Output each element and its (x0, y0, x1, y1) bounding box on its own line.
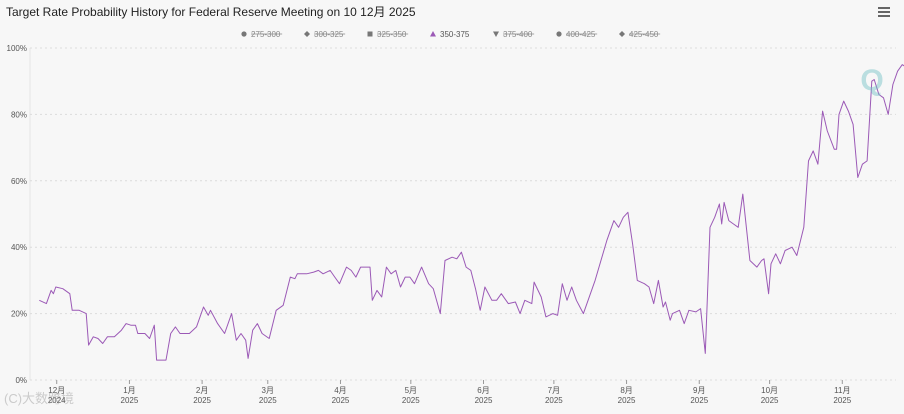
legend-symbol-diamond (304, 31, 310, 37)
y-tick-label: 20% (11, 310, 27, 319)
legend: 275-300 300-325 325-350 350-375 375-400 400-4… (241, 30, 661, 39)
legend-symbol-circle (556, 31, 562, 37)
y-tick-label: 0% (15, 376, 27, 385)
y-axis: 0% 20% 40% 60% 80% 100% (7, 44, 27, 385)
y-tick-label: 80% (11, 110, 27, 119)
x-tick-label-month: 5月 (405, 386, 417, 395)
x-tick-label-year: 2025 (402, 396, 420, 405)
legend-item[interactable]: 400-425 (556, 30, 598, 39)
series-layer (39, 64, 904, 361)
legend-symbol-diamond (619, 31, 625, 37)
x-tick-label-month: 8月 (620, 386, 632, 395)
x-tick-label-year: 2025 (761, 396, 779, 405)
x-tick-label-year: 2025 (259, 396, 277, 405)
x-tick-label-year: 2025 (332, 396, 350, 405)
x-tick-label-month: 3月 (262, 386, 274, 395)
hamburger-menu-icon[interactable] (876, 4, 892, 20)
legend-label: 425-450 (629, 30, 659, 39)
legend-symbol-triangle-down (493, 31, 499, 37)
x-tick-label-month: 1月 (123, 386, 135, 395)
x-tick-label-month: 4月 (334, 386, 346, 395)
x-tick-label-month: 10月 (761, 386, 778, 395)
x-axis: 12月20241月20252月20253月20254月20255月20256月2… (48, 380, 904, 405)
legend-label: 350-375 (440, 30, 470, 39)
x-tick-label-month: 2月 (196, 386, 208, 395)
chart-title: Target Rate Probability History for Fede… (6, 5, 416, 19)
x-tick-label-month: 7月 (548, 386, 560, 395)
y-tick-label: 60% (11, 177, 27, 186)
svg-text:Q: Q (860, 64, 883, 97)
legend-symbol-square (367, 31, 373, 37)
legend-label: 325-350 (377, 30, 407, 39)
x-tick-label-year: 2025 (121, 396, 139, 405)
legend-label: 300-325 (314, 30, 344, 39)
legend-item[interactable]: 425-450 (619, 30, 661, 39)
x-tick-label-month: 6月 (477, 386, 489, 395)
legend-item[interactable]: 300-325 (304, 30, 346, 39)
x-tick-label-year: 2025 (475, 396, 493, 405)
legend-symbol-triangle-up (430, 31, 436, 37)
legend-item[interactable]: 350-375 (430, 30, 470, 39)
x-tick-label-month: 9月 (693, 386, 705, 395)
x-tick-label-year: 2025 (618, 396, 636, 405)
x-tick-label-year: 2025 (690, 396, 708, 405)
x-tick-label-year: 2025 (833, 396, 851, 405)
y-tick-label: 40% (11, 243, 27, 252)
series-line-350-375 (39, 64, 904, 361)
watermark: (C)大数跨境 (4, 391, 75, 406)
x-tick-label-year: 2024 (48, 396, 66, 405)
grid-lines (29, 47, 896, 381)
legend-item[interactable]: 375-400 (493, 30, 535, 39)
legend-item[interactable]: 325-350 (367, 30, 409, 39)
legend-symbol-circle (241, 31, 247, 37)
legend-label: 375-400 (503, 30, 533, 39)
x-tick-label-month: 11月 (834, 386, 850, 395)
x-tick-label-year: 2025 (193, 396, 211, 405)
legend-label: 275-300 (251, 30, 281, 39)
x-tick-label-month: 12月 (48, 386, 65, 395)
legend-label: 400-425 (566, 30, 596, 39)
x-tick-label-year: 2025 (545, 396, 563, 405)
q-logo-icon: Q (860, 64, 883, 97)
y-tick-label: 100% (7, 44, 27, 53)
legend-item[interactable]: 275-300 (241, 30, 283, 39)
